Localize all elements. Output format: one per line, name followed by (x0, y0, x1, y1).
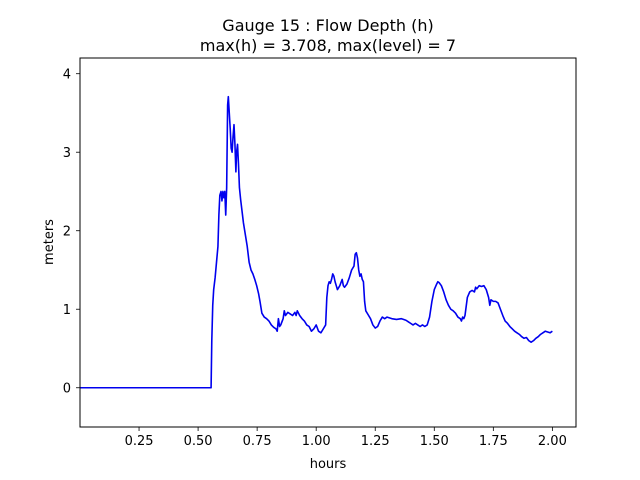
y-axis-label: meters (42, 219, 57, 265)
axes-frame (79, 57, 577, 428)
chart-title-line-1: Gauge 15 : Flow Depth (h) (222, 16, 433, 35)
chart-title-line-2: max(h) = 3.708, max(level) = 7 (200, 36, 456, 55)
x-tick-label: 0.75 (243, 434, 272, 449)
y-tick-label: 4 (63, 68, 71, 83)
x-tick-label: 0.25 (125, 434, 154, 449)
y-tick-label: 1 (63, 303, 71, 318)
x-tick-label: 1.25 (361, 434, 390, 449)
y-tick-label: 0 (63, 382, 71, 397)
x-axis-ticks: 0.25 0.50 0.75 1.00 1.25 1.50 1.75 2.00 (125, 427, 567, 449)
y-axis-ticks: 0 1 2 3 4 (63, 68, 80, 397)
y-tick-label: 3 (63, 146, 71, 161)
x-tick-label: 1.50 (420, 434, 449, 449)
series-line (80, 95, 553, 389)
x-axis-label: hours (310, 457, 347, 472)
x-tick-label: 1.00 (302, 434, 331, 449)
x-tick-label: 0.50 (184, 434, 213, 449)
x-tick-label: 1.75 (479, 434, 508, 449)
x-tick-label: 2.00 (538, 434, 567, 449)
plot-area (80, 95, 553, 389)
y-tick-label: 2 (63, 225, 71, 240)
